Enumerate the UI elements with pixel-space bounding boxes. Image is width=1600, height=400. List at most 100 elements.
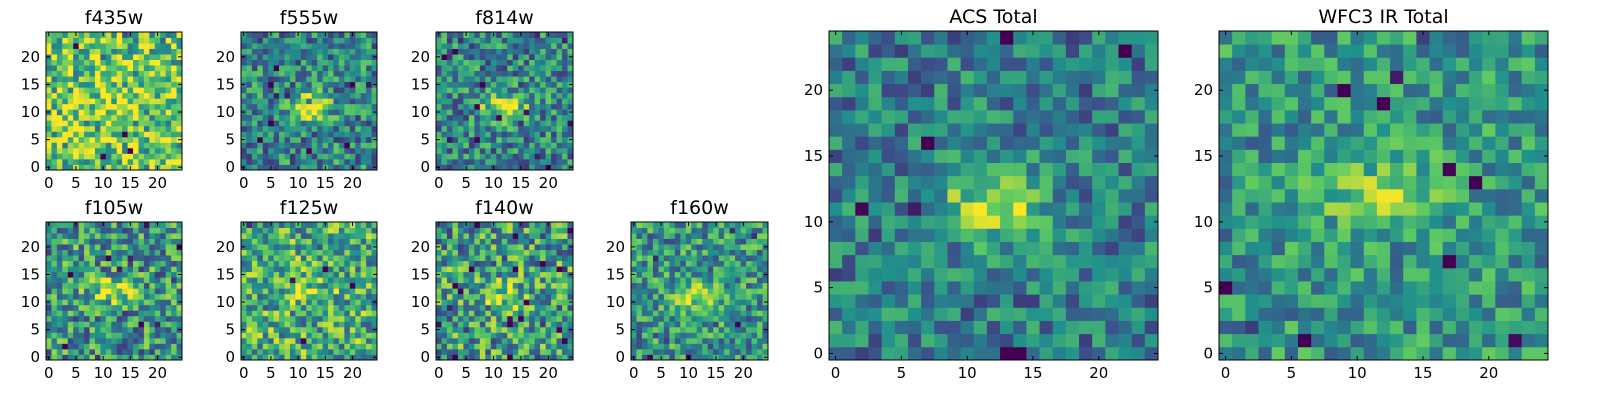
heatmap-cell <box>73 125 80 132</box>
heatmap-cell <box>718 227 725 234</box>
heatmap-cell <box>62 293 69 300</box>
heatmap-cell <box>311 59 318 66</box>
heatmap-cell <box>262 98 269 105</box>
heatmap-cell <box>485 158 492 165</box>
heatmap-cell <box>762 266 769 273</box>
heatmap-cell <box>344 131 351 138</box>
heatmap-cell <box>921 294 935 308</box>
heatmap-cell <box>355 277 362 284</box>
heatmap-cell <box>171 70 177 77</box>
heatmap-cell <box>562 48 568 55</box>
heatmap-cell <box>868 281 883 295</box>
heatmap-cell <box>696 348 703 355</box>
heatmap-cell <box>474 266 481 273</box>
heatmap-cell <box>133 260 139 267</box>
x-tick-label: 5 <box>461 174 471 192</box>
heatmap-cell <box>534 299 541 306</box>
heatmap-cell <box>702 326 709 333</box>
heatmap-cell <box>284 315 291 322</box>
heatmap-cell <box>474 249 481 256</box>
heatmap-cell <box>562 304 568 311</box>
heatmap-cell <box>1000 346 1014 361</box>
heatmap-cell <box>289 266 296 273</box>
heatmap-cell <box>100 37 107 44</box>
heatmap-cell <box>160 354 167 361</box>
heatmap-cell <box>490 315 497 322</box>
heatmap-cell <box>176 332 183 339</box>
heatmap-cell <box>143 315 150 322</box>
heatmap-cell <box>176 222 183 228</box>
heatmap-cell <box>94 260 101 267</box>
heatmap-cell <box>702 249 709 256</box>
heatmap-cell <box>355 136 362 143</box>
heatmap-cell <box>501 321 508 328</box>
heatmap-cell <box>567 260 574 267</box>
heatmap-cell <box>262 114 269 121</box>
heatmap-cell <box>534 337 541 344</box>
heatmap-cell <box>479 299 486 306</box>
heatmap-cell <box>355 271 362 278</box>
heatmap-cell <box>551 37 557 44</box>
heatmap-cell <box>279 103 285 110</box>
heatmap-cell <box>105 43 112 49</box>
heatmap-cell <box>669 304 676 311</box>
heatmap-cell <box>829 162 843 177</box>
heatmap-cell <box>518 87 525 94</box>
heatmap-cell <box>436 103 442 110</box>
heatmap-cell <box>751 310 758 317</box>
heatmap-cell <box>663 260 670 267</box>
heatmap-cell <box>311 76 318 83</box>
heatmap-cell <box>116 222 123 228</box>
heatmap-cell <box>729 288 736 295</box>
heatmap-cell <box>295 282 302 289</box>
heatmap-cell <box>457 343 464 350</box>
heatmap-cell <box>652 310 659 317</box>
heatmap-cell <box>551 227 557 234</box>
heatmap-cell <box>567 87 574 94</box>
heatmap-cell <box>540 37 546 44</box>
heatmap-cell <box>262 260 269 267</box>
heatmap-cell <box>641 255 648 262</box>
heatmap-cell <box>436 158 442 165</box>
heatmap-cell <box>551 304 557 311</box>
heatmap-cell <box>322 43 329 49</box>
heatmap-cell <box>94 227 101 234</box>
heatmap-cell <box>89 54 96 60</box>
heatmap-cell <box>306 348 313 355</box>
heatmap-cell <box>729 244 736 250</box>
heatmap-cell <box>279 76 285 83</box>
heatmap-cell <box>262 255 269 262</box>
heatmap-cell <box>540 326 546 333</box>
heatmap-cell <box>518 255 525 262</box>
heatmap-cell <box>56 315 63 322</box>
heatmap-cell <box>78 70 85 77</box>
heatmap-cell <box>490 120 497 127</box>
heatmap-cell <box>463 153 470 160</box>
heatmap-cell <box>78 125 85 132</box>
y-tick-label: 15 <box>21 265 40 283</box>
heatmap-cell <box>154 131 161 138</box>
heatmap-cell <box>73 277 80 284</box>
heatmap-cell <box>94 293 101 300</box>
heatmap-cell <box>328 131 334 138</box>
heatmap-cell <box>56 321 63 328</box>
heatmap-cell <box>479 288 486 295</box>
heatmap-cell <box>56 54 63 60</box>
heatmap-cell <box>328 103 334 110</box>
heatmap-cell <box>680 255 687 262</box>
heatmap-cell <box>322 70 329 77</box>
heatmap-cell <box>295 299 302 306</box>
heatmap-cell <box>328 277 334 284</box>
x-tick-label: 5 <box>71 174 81 192</box>
heatmap-cell <box>78 109 85 116</box>
heatmap-cell <box>947 215 961 229</box>
heatmap-cell <box>78 227 85 234</box>
heatmap-cell <box>1052 320 1067 335</box>
heatmap-cell <box>262 321 269 328</box>
heatmap-cell <box>295 304 302 311</box>
heatmap-cell <box>154 142 161 149</box>
heatmap-cell <box>251 125 258 132</box>
heatmap-cell <box>317 153 323 160</box>
heatmap-cell <box>474 76 481 83</box>
